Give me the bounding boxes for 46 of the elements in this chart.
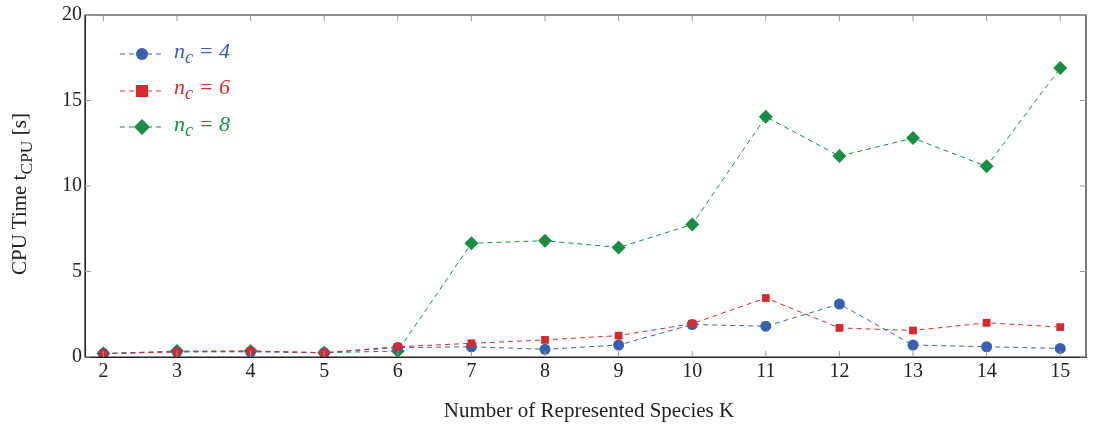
y-tick-label: 15	[62, 87, 82, 110]
point	[760, 320, 772, 332]
point	[1056, 323, 1065, 331]
point	[981, 341, 993, 353]
x-tick-label: 2	[98, 359, 109, 382]
x-tick-label: 5	[319, 359, 330, 382]
x-tick-label: 6	[392, 359, 403, 382]
y-tick-label: 0	[72, 344, 82, 367]
x-tick-label: 8	[540, 359, 551, 382]
y-tick-label: 10	[62, 173, 82, 196]
point	[464, 236, 479, 251]
x-tick-label: 15	[1050, 359, 1071, 382]
x-tick-label: 13	[903, 359, 924, 382]
y-tick-label: 20	[62, 2, 82, 25]
x-tick-label: 11	[756, 359, 776, 382]
point	[835, 324, 844, 332]
point	[982, 318, 991, 327]
point	[979, 159, 994, 174]
point	[538, 233, 553, 248]
point	[1053, 61, 1068, 76]
legend-label: n$_{c}$ = 6	[174, 73, 230, 106]
x-tick-label: 9	[613, 359, 624, 382]
point	[907, 339, 919, 351]
point	[541, 336, 549, 344]
point	[611, 240, 626, 255]
point	[833, 298, 845, 310]
x-tick-label: 10	[682, 359, 703, 382]
legend-label: n$_{c}$ = 4	[174, 37, 230, 70]
point	[613, 339, 625, 351]
x-tick-label: 4	[245, 359, 256, 382]
point	[761, 294, 770, 302]
point	[614, 331, 623, 340]
y-tick-label: 5	[72, 258, 82, 281]
x-axis-title: Number of Represented Species K	[443, 398, 735, 422]
point	[758, 109, 773, 124]
x-tick-label: 14	[976, 359, 997, 382]
x-tick-label: 3	[172, 359, 182, 382]
point	[1054, 342, 1066, 354]
x-tick-label: 12	[829, 359, 850, 382]
point	[909, 326, 917, 335]
x-tick-label: 7	[466, 359, 477, 382]
point	[685, 217, 700, 232]
point	[832, 149, 847, 164]
point	[906, 131, 921, 146]
legend-label: n$_{c}$ = 8	[174, 109, 230, 143]
point	[467, 339, 476, 348]
